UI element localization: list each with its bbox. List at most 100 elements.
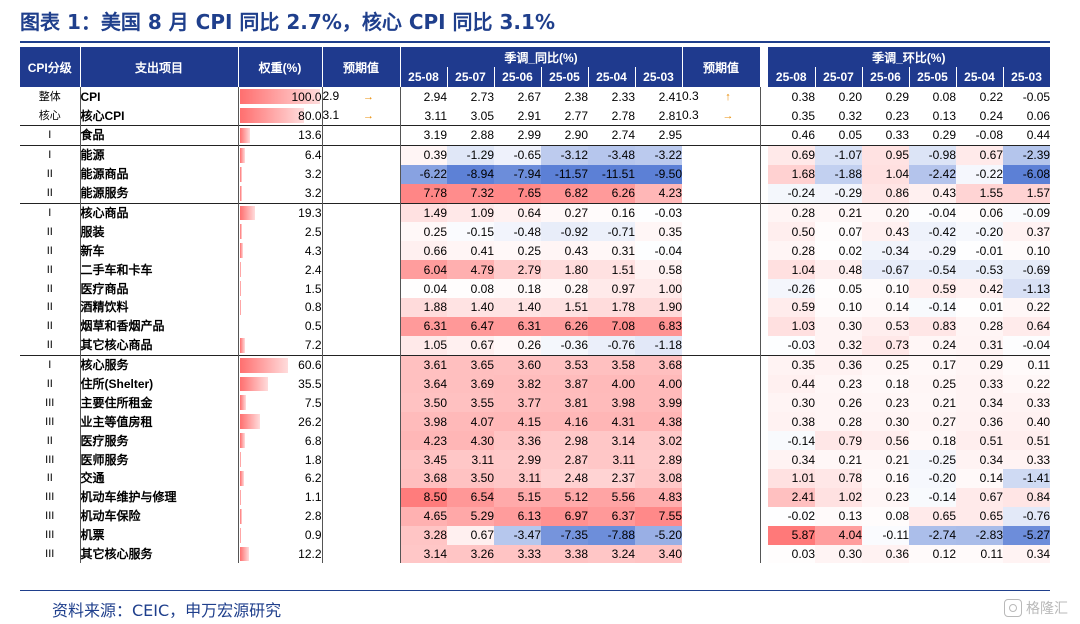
weight-bar <box>239 185 243 201</box>
cpi-level: II <box>20 335 81 356</box>
cpi-level: II <box>20 298 81 317</box>
yoy-value: 2.94 <box>423 89 447 104</box>
mom-forecast-cell <box>682 144 761 165</box>
weight-bar <box>239 395 246 411</box>
mom-value: 4.04 <box>815 525 862 545</box>
mom-value: 0.21 <box>815 450 862 470</box>
mom-value: 0.23 <box>862 393 909 413</box>
yoy-value: 3.14 <box>400 544 447 564</box>
mom-value: 0.43 <box>909 183 956 204</box>
yoy-value: 0.26 <box>494 335 541 356</box>
mom-value: 0.67 <box>956 487 1003 507</box>
mom-value: -0.01 <box>956 241 1003 261</box>
mom-forecast-cell <box>682 298 761 317</box>
mom-forecast-cell <box>682 450 761 470</box>
mom-value: 0.44 <box>1003 125 1051 146</box>
mom-value: -2.74 <box>909 525 956 545</box>
yoy-value: 3.81 <box>541 393 588 413</box>
forecast-arrow-icon: → <box>363 91 374 103</box>
column-gap <box>760 431 768 451</box>
mom-value: 1.55 <box>956 183 1003 204</box>
expense-item: 机动车保险 <box>80 506 239 526</box>
yoy-value: 2.91 <box>517 108 541 123</box>
yoy-value: 4.16 <box>541 412 588 432</box>
mom-value: 0.79 <box>815 431 862 451</box>
table-row: II 酒精饮料 0.8 1.88 1.40 1.40 1.51 1.78 1.90 0.59 0.1… <box>20 298 1051 317</box>
weight-value: 4.3 <box>304 243 322 258</box>
mom-value: 0.36 <box>815 354 862 375</box>
yoy-forecast-cell <box>322 544 401 564</box>
mom-value: 0.24 <box>909 335 956 356</box>
cpi-level: III <box>20 487 81 507</box>
yoy-value: 6.37 <box>588 506 635 526</box>
yoy-value: 3.82 <box>494 374 541 394</box>
mom-value: -0.08 <box>956 125 1003 146</box>
expense-item: CPI <box>80 87 239 106</box>
yoy-value: -1.29 <box>447 144 494 165</box>
mom-forecast-cell <box>682 316 761 336</box>
yoy-value: 3.87 <box>541 374 588 394</box>
column-gap <box>760 106 768 126</box>
column-gap <box>760 393 768 413</box>
weight-cell: 1.1 <box>238 487 323 507</box>
weight-cell: 100.0 <box>238 87 323 106</box>
weight-value: 1.5 <box>304 281 322 296</box>
weight-value: 100.0 <box>291 89 322 104</box>
yoy-value: 2.81 <box>658 108 682 123</box>
yoy-value: 3.11 <box>494 469 541 488</box>
mom-value: 1.57 <box>1003 183 1051 204</box>
cpi-level: II <box>20 164 81 184</box>
mom-value: 0.14 <box>956 469 1003 488</box>
mom-value: -0.26 <box>768 279 815 299</box>
yoy-value: 0.67 <box>447 525 494 545</box>
mom-value: -0.98 <box>909 144 956 165</box>
yoy-value: 5.29 <box>447 506 494 526</box>
yoy-forecast-cell <box>322 279 401 299</box>
mom-value: -2.42 <box>909 164 956 184</box>
column-gap <box>760 298 768 317</box>
mom-value: 0.59 <box>909 279 956 299</box>
mom-forecast-cell <box>682 241 761 261</box>
yoy-value: 3.19 <box>400 125 447 146</box>
column-gap <box>760 450 768 470</box>
yoy-value: 4.07 <box>447 412 494 432</box>
weight-cell: 2.5 <box>238 222 323 242</box>
header-mom-month: 25-08 <box>768 67 816 87</box>
header-yoy-month: 25-08 <box>400 67 448 87</box>
watermark: 格隆汇 <box>1004 598 1068 618</box>
table-row: III 机动车维护与修理 1.1 8.50 6.54 5.15 5.12 5.56 4.83 2.… <box>20 487 1051 507</box>
mom-value: 0.28 <box>768 202 815 223</box>
weight-bar <box>239 300 241 315</box>
yoy-value: 6.47 <box>447 316 494 336</box>
weight-value: 2.8 <box>304 509 322 524</box>
expense-item: 核心CPI <box>80 106 239 126</box>
table-row: I 能源 6.4 0.39 -1.29 -0.65 -3.12 -3.48 -3.22 0.69-… <box>20 144 1051 165</box>
mom-forecast-cell <box>682 374 761 394</box>
weight-value: 3.2 <box>304 186 322 201</box>
expense-item: 医疗商品 <box>80 279 239 299</box>
yoy-value: 3.02 <box>635 431 682 451</box>
mom-value: 0.36 <box>956 412 1003 432</box>
mom-value: -0.34 <box>862 241 909 261</box>
forecast-arrow-icon: ↑ <box>725 91 731 103</box>
yoy-value: 3.45 <box>400 450 447 470</box>
yoy-value: 7.08 <box>588 316 635 336</box>
yoy-value: 6.26 <box>541 316 588 336</box>
table-row: I 核心服务 60.6 3.61 3.65 3.60 3.53 3.58 3.68 0.35 0.3… <box>20 354 1051 375</box>
header-row-2: 25-08 25-07 25-06 25-05 25-04 25-03 25-0… <box>20 67 1051 87</box>
mom-value: 0.10 <box>862 279 909 299</box>
weight-cell: 0.5 <box>238 316 323 336</box>
title-divider <box>20 41 1050 43</box>
yoy-value: 3.14 <box>588 431 635 451</box>
mom-value: 0.43 <box>862 222 909 242</box>
mom-value: 0.34 <box>956 393 1003 413</box>
mom-value: -1.13 <box>1003 279 1051 299</box>
weight-cell: 0.8 <box>238 298 323 317</box>
yoy-value: 3.05 <box>470 108 494 123</box>
mom-value: -1.41 <box>1003 469 1051 488</box>
mom-value: 0.30 <box>815 544 862 564</box>
yoy-forecast-cell <box>322 354 401 375</box>
yoy-value: 7.32 <box>447 183 494 204</box>
yoy-value: 5.12 <box>541 487 588 507</box>
yoy-value: 6.82 <box>541 183 588 204</box>
